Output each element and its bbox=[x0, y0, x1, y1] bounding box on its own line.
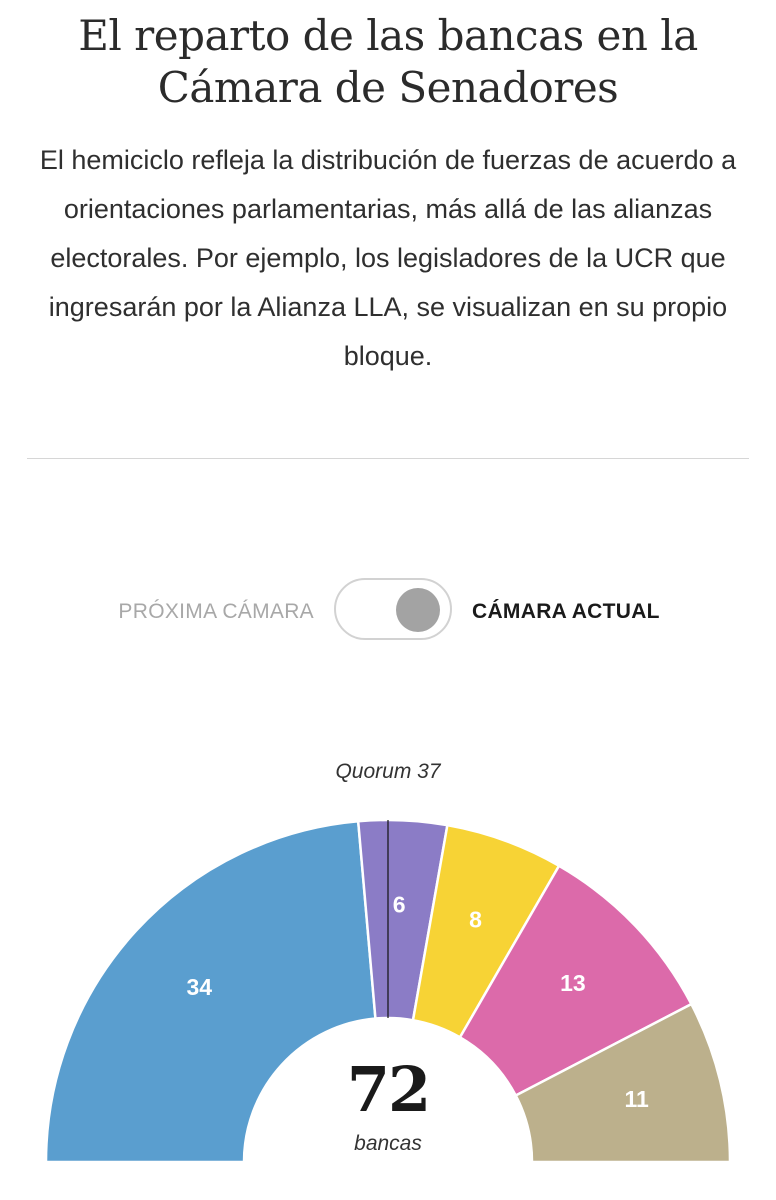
divider bbox=[27, 458, 749, 459]
hemicycle-segment-label-5: 11 bbox=[624, 1086, 649, 1112]
page-title: El reparto de las bancas en la Cámara de… bbox=[0, 10, 776, 114]
title-line-1: El reparto de las bancas en la bbox=[78, 11, 698, 60]
hemicycle-segment-label-3: 8 bbox=[469, 907, 482, 933]
hemicycle-segment-label-2: 6 bbox=[393, 891, 406, 917]
toggle-knob[interactable] bbox=[396, 588, 440, 632]
hemicycle-segment-label-1: 34 bbox=[186, 974, 212, 1000]
toggle-label-camara-actual[interactable]: CÁMARA ACTUAL bbox=[472, 600, 660, 623]
hemicycle-segment-1 bbox=[44, 819, 377, 1164]
chamber-toggle-switch[interactable] bbox=[334, 578, 452, 640]
hemicycle-segment-5 bbox=[514, 1002, 732, 1164]
total-seats-number: 72 bbox=[346, 1053, 431, 1126]
hemicycle-labels: 34 6 8 13 11 bbox=[186, 891, 649, 1112]
description-text: El hemiciclo refleja la distribución de … bbox=[39, 145, 737, 371]
chamber-toggle-row: PRÓXIMA CÁMARA CÁMARA ACTUAL bbox=[0, 578, 776, 644]
quorum-label: Quorum 37 bbox=[335, 760, 441, 783]
hemicycle-segment-label-4: 13 bbox=[560, 970, 586, 996]
toggle-label-proxima-camara[interactable]: PRÓXIMA CÁMARA bbox=[118, 600, 314, 623]
hemicycle-segments bbox=[44, 818, 732, 1164]
hemicycle-chart: 34 6 8 13 11 bbox=[44, 818, 732, 1164]
total-seats-label: bancas bbox=[354, 1132, 422, 1155]
title-line-2: Cámara de Senadores bbox=[157, 63, 619, 112]
